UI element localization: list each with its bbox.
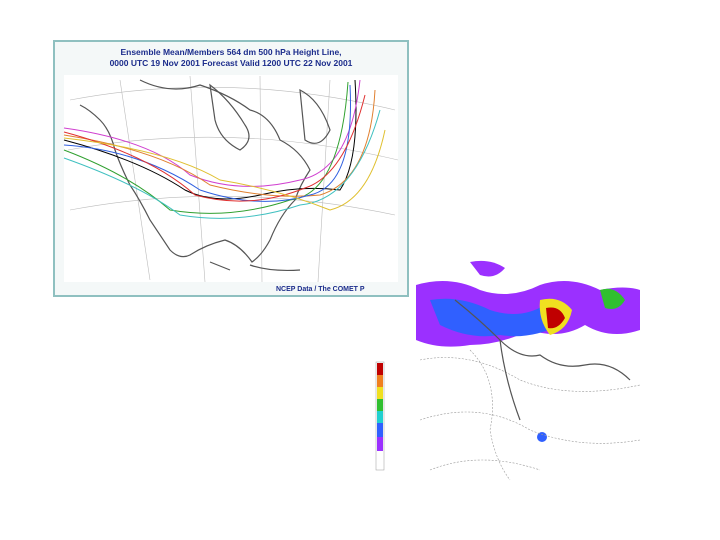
colorbar-band bbox=[377, 375, 383, 387]
map-area bbox=[64, 75, 398, 282]
member-line bbox=[63, 81, 349, 214]
coastline bbox=[79, 79, 311, 263]
colorbar-band bbox=[377, 363, 383, 375]
precip-area bbox=[537, 432, 547, 442]
ensemble-map: Ensemble Mean/Members 564 dm 500 hPa Hei… bbox=[53, 40, 409, 297]
precip-map bbox=[375, 258, 641, 482]
colorbar-band bbox=[377, 399, 383, 411]
member-line bbox=[63, 89, 376, 197]
coastline bbox=[454, 299, 631, 421]
coastline bbox=[209, 83, 331, 272]
colorbar-band bbox=[377, 423, 383, 437]
precip-area bbox=[470, 260, 505, 277]
colorbar-band bbox=[377, 387, 383, 399]
member-line bbox=[63, 129, 386, 211]
ensemble-mean bbox=[63, 79, 357, 200]
colorbar-band bbox=[377, 437, 383, 451]
member-line bbox=[63, 94, 366, 202]
member-line bbox=[63, 109, 381, 219]
map-subtitle: 0000 UTC 19 Nov 2001 Forecast Valid 1200… bbox=[110, 58, 353, 68]
member-line bbox=[63, 79, 361, 187]
graticule bbox=[67, 75, 399, 283]
precip-area bbox=[430, 298, 560, 337]
colorbar-band bbox=[377, 411, 383, 423]
credit: NCEP Data / The COMET P bbox=[276, 286, 365, 293]
precip-area bbox=[546, 307, 565, 329]
map-title: Ensemble Mean/Members 564 dm 500 hPa Hei… bbox=[120, 47, 341, 57]
precip-area bbox=[600, 288, 625, 309]
